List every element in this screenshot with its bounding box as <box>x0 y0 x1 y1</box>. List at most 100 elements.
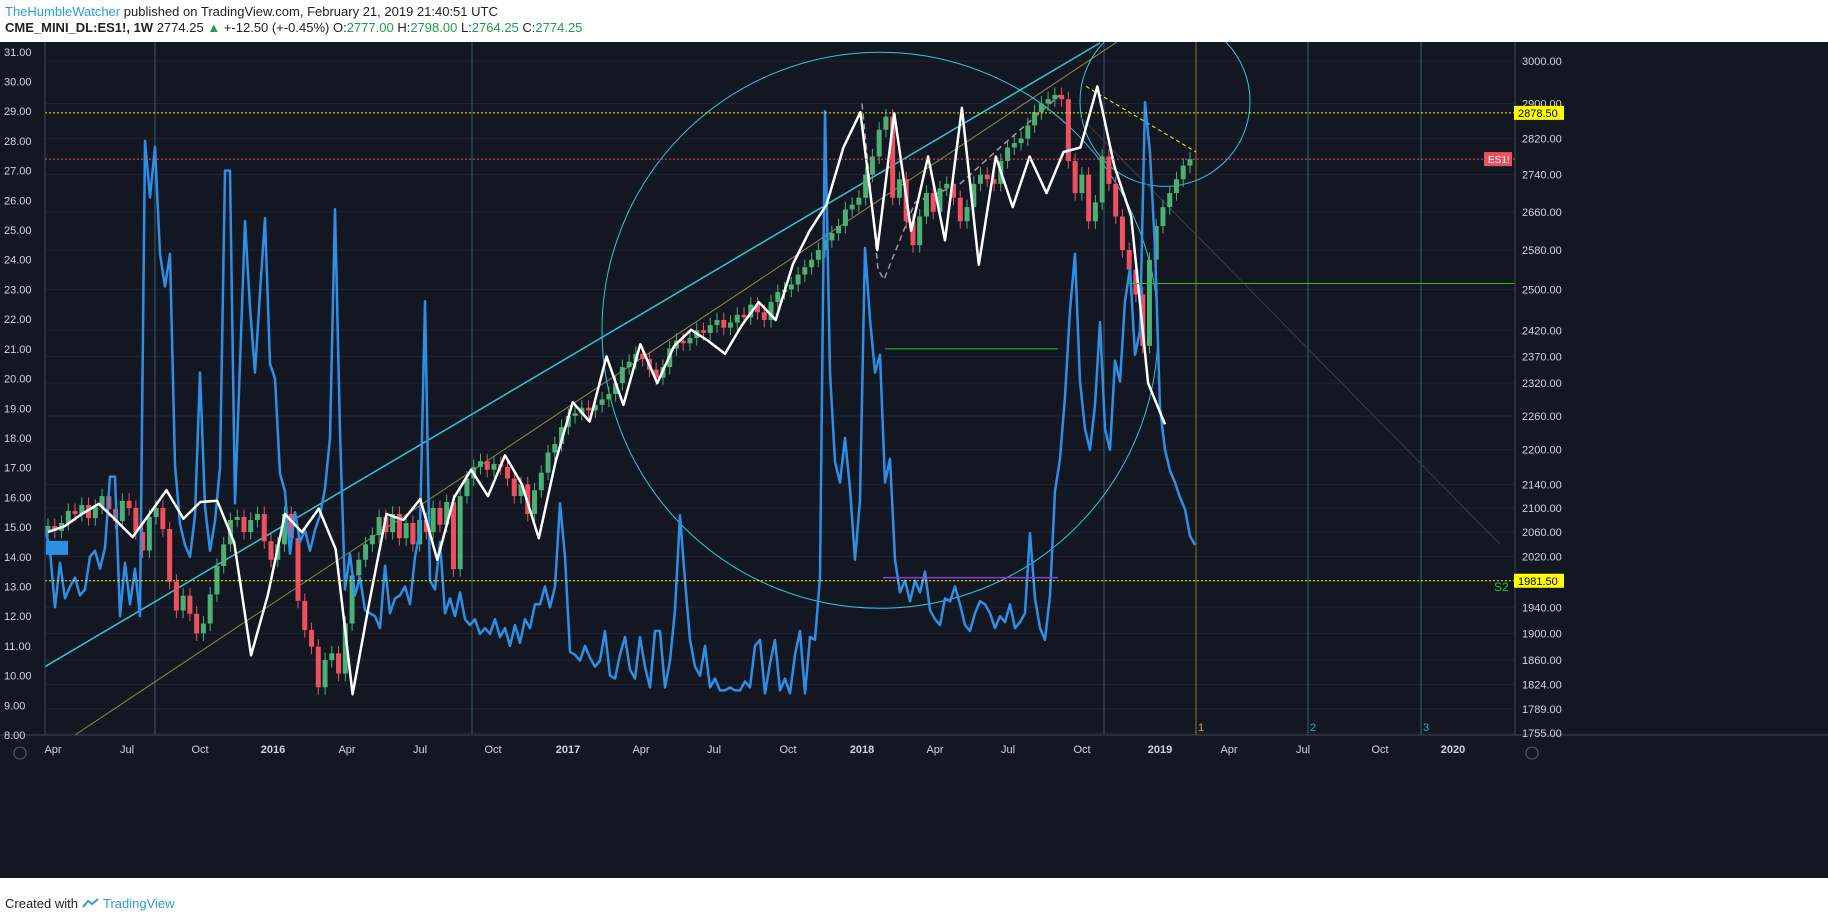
candle-body <box>552 444 558 453</box>
last-price: 2774.25 <box>156 20 204 35</box>
candle-body <box>619 367 625 384</box>
close-value: 2774.25 <box>535 20 583 35</box>
candle-body <box>1126 250 1132 270</box>
diagonal-guide <box>1079 116 1501 545</box>
x-tick-label: Jul <box>1296 744 1310 756</box>
trend-line <box>44 42 1101 668</box>
candle-body <box>741 314 747 318</box>
candle-body <box>315 646 321 688</box>
candle-body <box>234 516 240 520</box>
left-tick-label: 16.00 <box>4 492 32 504</box>
price-tag-1981-bg <box>1514 573 1564 588</box>
candle-body <box>788 284 794 290</box>
candle-body <box>734 314 740 323</box>
candle-body <box>944 183 950 189</box>
right-tick-label: 1755.00 <box>1522 728 1562 740</box>
chart-area[interactable]: 1 2 3 S2 31.00 30.00 29.00 28.00 27.00 26.00 25.… <box>0 15 1828 878</box>
candle-body <box>444 502 450 525</box>
candle-body <box>755 304 761 313</box>
right-tick-label: 2420.00 <box>1522 325 1562 337</box>
candle-body <box>282 513 288 545</box>
candle-body <box>45 526 51 533</box>
candle-body <box>1092 202 1098 222</box>
candle-body <box>700 330 706 333</box>
es1-tag-bg <box>1484 152 1512 167</box>
x-tick-label: 2018 <box>850 744 874 756</box>
candle-body <box>396 513 402 539</box>
right-tick-label: 2260.00 <box>1522 411 1562 423</box>
candle-body <box>761 312 767 320</box>
candle-body <box>1005 147 1011 162</box>
candle-body <box>457 496 463 570</box>
candle-body <box>964 207 970 222</box>
candle-body <box>707 325 713 333</box>
candle-body <box>248 519 254 533</box>
candle-body <box>869 156 875 175</box>
left-tick-label: 9.00 <box>4 700 25 712</box>
x-tick-label: Apr <box>926 744 943 756</box>
left-tick-label: 18.00 <box>4 433 32 445</box>
x-tick-label: Jul <box>413 744 427 756</box>
x-tick-label: 2019 <box>1148 744 1172 756</box>
candle-body <box>254 513 260 520</box>
candle-body <box>214 565 220 595</box>
candle-body <box>79 505 85 514</box>
symbol-info-bar: CME_MINI_DL:ES1!, 1W 2774.25 ▲ +-12.50 (… <box>5 20 582 36</box>
candle-body <box>1133 269 1139 295</box>
candle-body <box>1025 125 1031 139</box>
candle-body <box>383 516 389 533</box>
candle-body <box>491 464 497 470</box>
candle-body <box>167 529 173 582</box>
candle-body <box>221 544 227 566</box>
price-tag-1981: 1981.50 <box>1518 576 1558 588</box>
left-tick-label: 21.00 <box>4 344 32 356</box>
x-tick-label: 2020 <box>1441 744 1465 756</box>
candle-body <box>1032 112 1038 126</box>
candle-body <box>133 507 139 533</box>
price-tag-2878: 2878.50 <box>1518 108 1558 120</box>
low-value: 2764.25 <box>471 20 519 35</box>
high-value: 2798.00 <box>410 20 458 35</box>
candle-body <box>65 510 71 523</box>
open-label: O: <box>332 20 347 35</box>
tradingview-link[interactable]: TradingView <box>103 896 175 911</box>
candle-body <box>984 174 990 180</box>
candle-body <box>1180 165 1186 180</box>
candle-body <box>403 522 409 539</box>
candle-body <box>288 513 294 539</box>
candle-body <box>173 581 179 611</box>
candle-body <box>329 653 335 661</box>
candle-body <box>592 404 598 411</box>
right-tick-label: 2100.00 <box>1522 503 1562 515</box>
price-chart[interactable]: 1 2 3 S2 31.00 30.00 29.00 28.00 27.00 26.00 25.… <box>0 15 1828 878</box>
candle-body <box>322 660 328 688</box>
candle-body <box>86 505 92 519</box>
right-tick-label: 3000.00 <box>1522 56 1562 68</box>
left-tick-label: 19.00 <box>4 403 32 415</box>
published-text: published on TradingView.com, February 2… <box>123 4 498 19</box>
candle-body <box>180 595 186 611</box>
x-tick-label: Apr <box>1220 744 1237 756</box>
candle-body <box>268 541 274 560</box>
x-tick-label: Oct <box>191 744 208 756</box>
candle-body <box>768 302 774 320</box>
symbol-name: CME_MINI_DL:ES1!, 1W <box>5 20 154 35</box>
low-label: L: <box>460 20 472 35</box>
candle-body <box>369 535 375 545</box>
x-tick-label: Jul <box>120 744 134 756</box>
dashed-projection <box>1085 85 1197 153</box>
candle-body <box>876 129 882 157</box>
candle-body <box>883 116 889 130</box>
candle-body <box>349 575 355 624</box>
candle-body <box>579 407 585 414</box>
candle-body <box>923 193 929 217</box>
candle-body <box>640 353 646 360</box>
horizontal-levels: S2 <box>45 112 1515 594</box>
candle-body <box>890 116 896 198</box>
right-tick-label: 2580.00 <box>1522 245 1562 257</box>
author-name[interactable]: TheHumbleWatcher <box>5 4 121 19</box>
right-tick-label: 1940.00 <box>1522 602 1562 614</box>
candle-body <box>241 516 247 533</box>
candle-body <box>1119 216 1125 251</box>
right-tick-label: 2370.00 <box>1522 351 1562 363</box>
